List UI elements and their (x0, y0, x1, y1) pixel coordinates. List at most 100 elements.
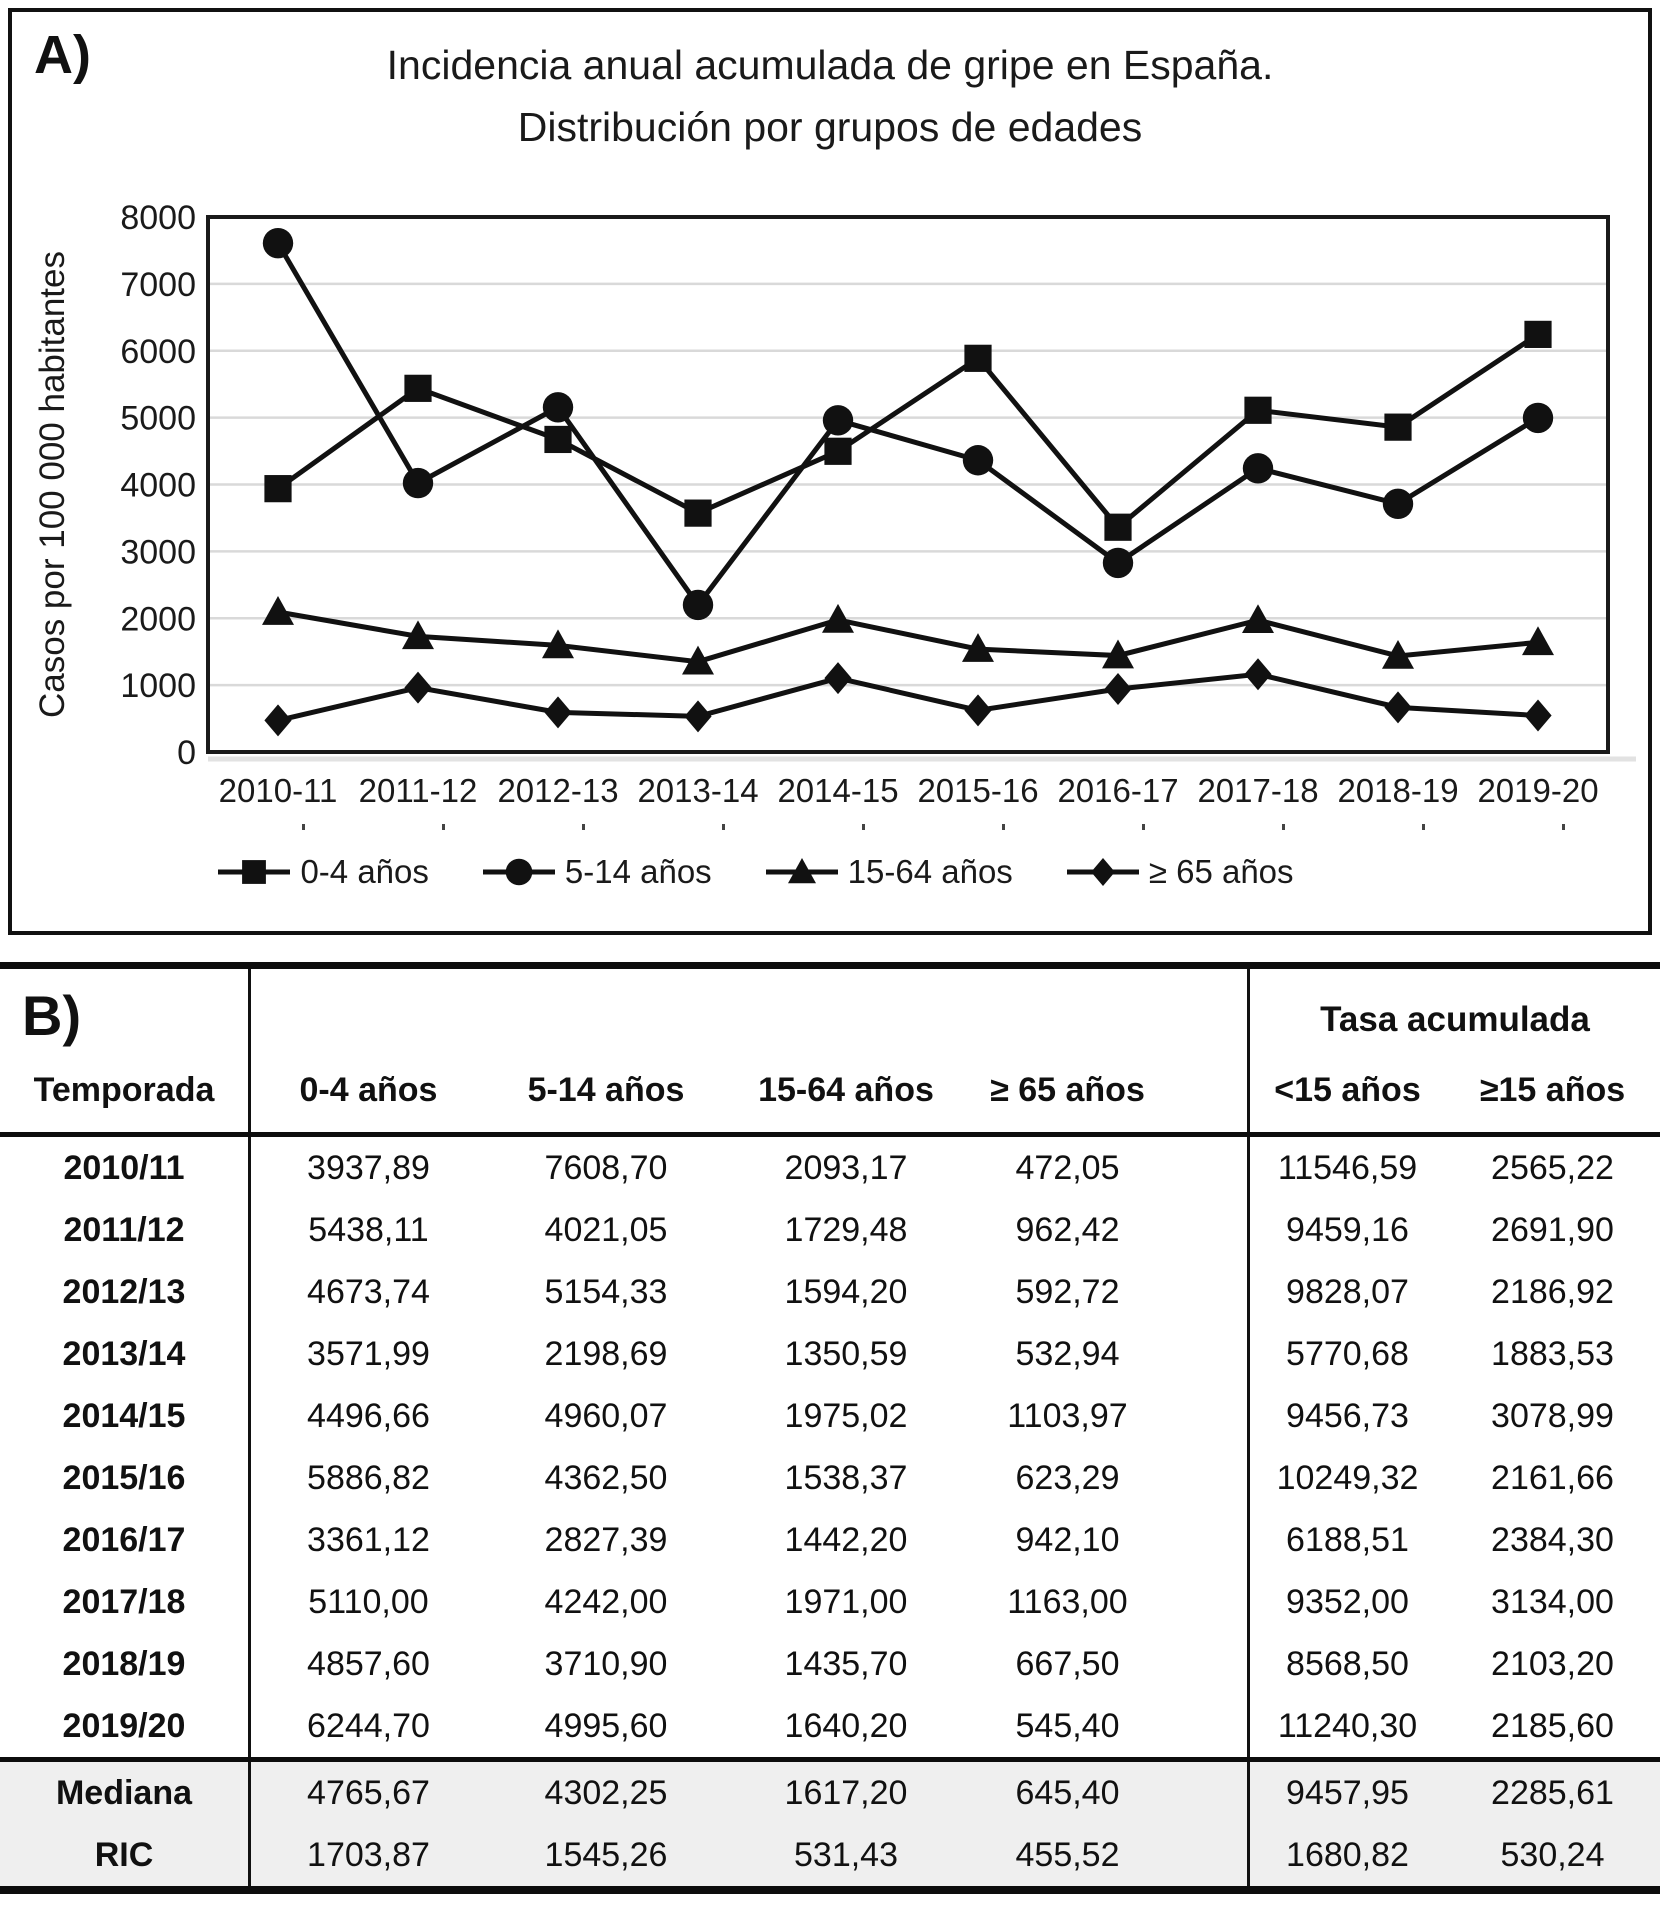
value-cell: 3937,89 (307, 1148, 430, 1187)
value-cell: 2285,61 (1491, 1773, 1614, 1812)
value-cell: 1442,20 (784, 1520, 908, 1559)
value-cell: 1103,97 (966, 1385, 1250, 1447)
value-cell: 5770,68 (1286, 1334, 1409, 1373)
y-tick-label: 5000 (120, 400, 196, 438)
value-cell: 2384,30 (1491, 1520, 1614, 1559)
value-cell: 1883,53 (1491, 1334, 1614, 1373)
x-minor-tick (1422, 824, 1425, 830)
value-cell: 592,72 (966, 1261, 1250, 1323)
x-tick-label: 2018-19 (1337, 772, 1458, 809)
x-minor-tick (722, 824, 725, 830)
y-tick-label: 6000 (120, 333, 196, 371)
circle-marker (1522, 402, 1554, 434)
table-summary: Mediana 4765,67 4302,25 1617,20 645,40 9457,9… (0, 1757, 1660, 1886)
triangle-marker (402, 620, 434, 650)
x-tick-label: 2015-16 (917, 772, 1038, 809)
value-cell: 4302,25 (544, 1773, 668, 1812)
value-cell: 9828,07 (1286, 1272, 1409, 1311)
incidence-line-chart: 0 1000 2000 3000 4000 5000 6000 7000 8000 Casos p… (33, 199, 1636, 830)
diamond-marker (964, 694, 992, 727)
column-header-4: ≥ 65 años (966, 1071, 1250, 1132)
value-cell: 2198,69 (544, 1334, 668, 1373)
x-tick-label: 2014-15 (777, 772, 898, 809)
circle-marker (262, 227, 294, 259)
legend-item: 0-4 años (216, 852, 429, 892)
legend-label: 15-64 años (847, 853, 1013, 890)
value-cell: 4673,74 (307, 1272, 430, 1311)
circle-marker (962, 445, 994, 476)
diamond-marker (264, 704, 292, 737)
triangle-marker (262, 596, 294, 625)
y-tick-label: 8000 (120, 199, 196, 237)
circle-marker (1242, 453, 1274, 484)
value-cell: 472,05 (966, 1137, 1250, 1199)
triangle-marker (1522, 626, 1554, 656)
value-cell: 645,40 (966, 1762, 1250, 1824)
legend-item: 5-14 años (481, 852, 712, 892)
square-marker (544, 425, 572, 454)
x-tick-label: 2013-14 (637, 772, 758, 809)
triangle-marker (1242, 604, 1274, 633)
circle-marker (402, 467, 434, 499)
value-cell: 2691,90 (1491, 1210, 1614, 1249)
diamond-marker (1244, 658, 1272, 691)
diamond-marker (404, 671, 432, 704)
value-cell: 1729,48 (784, 1210, 908, 1249)
row-label-cell: 2017/18 (0, 1571, 251, 1633)
value-cell: 2103,20 (1491, 1644, 1614, 1683)
value-cell: 962,42 (966, 1199, 1250, 1261)
value-cell: 3078,99 (1491, 1396, 1614, 1435)
value-cell: 2186,92 (1491, 1272, 1614, 1311)
legend-item: ≥ 65 años (1065, 852, 1294, 892)
group-header-tasa-acumulada: Tasa acumulada (1320, 1000, 1590, 1039)
summary-row: RIC 1703,87 1545,26 531,43 455,52 1680,82 530,… (0, 1824, 1660, 1886)
value-cell: 5110,00 (308, 1582, 429, 1621)
diamond-marker (1524, 699, 1552, 732)
value-cell: 532,94 (966, 1323, 1250, 1385)
value-cell: 11240,30 (1277, 1706, 1418, 1745)
circle-legend-key-icon (482, 858, 555, 886)
value-cell: 5154,33 (544, 1272, 668, 1311)
table-row: 2011/12 5438,11 4021,05 1729,48 962,42 9459,1… (0, 1199, 1660, 1261)
square-marker (1524, 320, 1552, 348)
x-tick-label: 2011-12 (359, 772, 478, 809)
diamond-marker (824, 662, 852, 695)
circle-marker (682, 589, 714, 621)
row-label-cell: 2010/11 (0, 1137, 251, 1199)
x-tick-label: 2012-13 (497, 772, 618, 809)
value-cell: 1703,87 (307, 1835, 430, 1874)
table-row: 2016/17 3361,12 2827,39 1442,20 942,10 6188,5… (0, 1509, 1660, 1571)
y-tick-label: 3000 (120, 533, 196, 571)
legend-item: 15-64 años (764, 852, 1013, 892)
table-row: 2015/16 5886,82 4362,50 1538,37 623,29 10249,… (0, 1447, 1660, 1509)
value-cell: 4995,60 (544, 1706, 668, 1745)
value-cell: 9352,00 (1286, 1582, 1409, 1621)
value-cell: 1538,37 (784, 1458, 908, 1497)
value-cell: 5438,11 (308, 1210, 429, 1249)
column-header-6: ≥15 años (1479, 1071, 1626, 1109)
diamond-marker (1090, 858, 1115, 886)
column-header-3: 15-64 años (758, 1071, 934, 1109)
y-tick-label: 1000 (120, 667, 196, 705)
value-cell: 2093,17 (784, 1148, 908, 1187)
value-cell: 8568,50 (1286, 1644, 1409, 1683)
value-cell: 1640,20 (784, 1706, 908, 1745)
column-header-5: <15 años (1274, 1071, 1421, 1109)
x-minor-tick (1562, 824, 1565, 830)
y-tick-label: 0 (177, 734, 196, 772)
value-cell: 4960,07 (544, 1396, 668, 1435)
x-minor-tick (582, 824, 585, 830)
row-label-cell: 2019/20 (0, 1695, 251, 1757)
x-tick-label: 2017-18 (1197, 772, 1318, 809)
y-tick-label: 7000 (120, 266, 196, 304)
table-row: 2017/18 5110,00 4242,00 1971,00 1163,00 9352,… (0, 1571, 1660, 1633)
legend-label: 5-14 años (564, 853, 712, 890)
x-minor-tick (1282, 824, 1285, 830)
value-cell: 4021,05 (544, 1210, 668, 1249)
summary-row: Mediana 4765,67 4302,25 1617,20 645,40 9457,9… (0, 1762, 1660, 1824)
table-body: 2010/11 3937,89 7608,70 2093,17 472,05 11546,… (0, 1137, 1660, 1757)
row-label-cell: 2018/19 (0, 1633, 251, 1695)
value-cell: 4765,67 (307, 1773, 430, 1812)
value-cell: 3571,99 (307, 1334, 430, 1373)
x-minor-tick (862, 824, 865, 830)
